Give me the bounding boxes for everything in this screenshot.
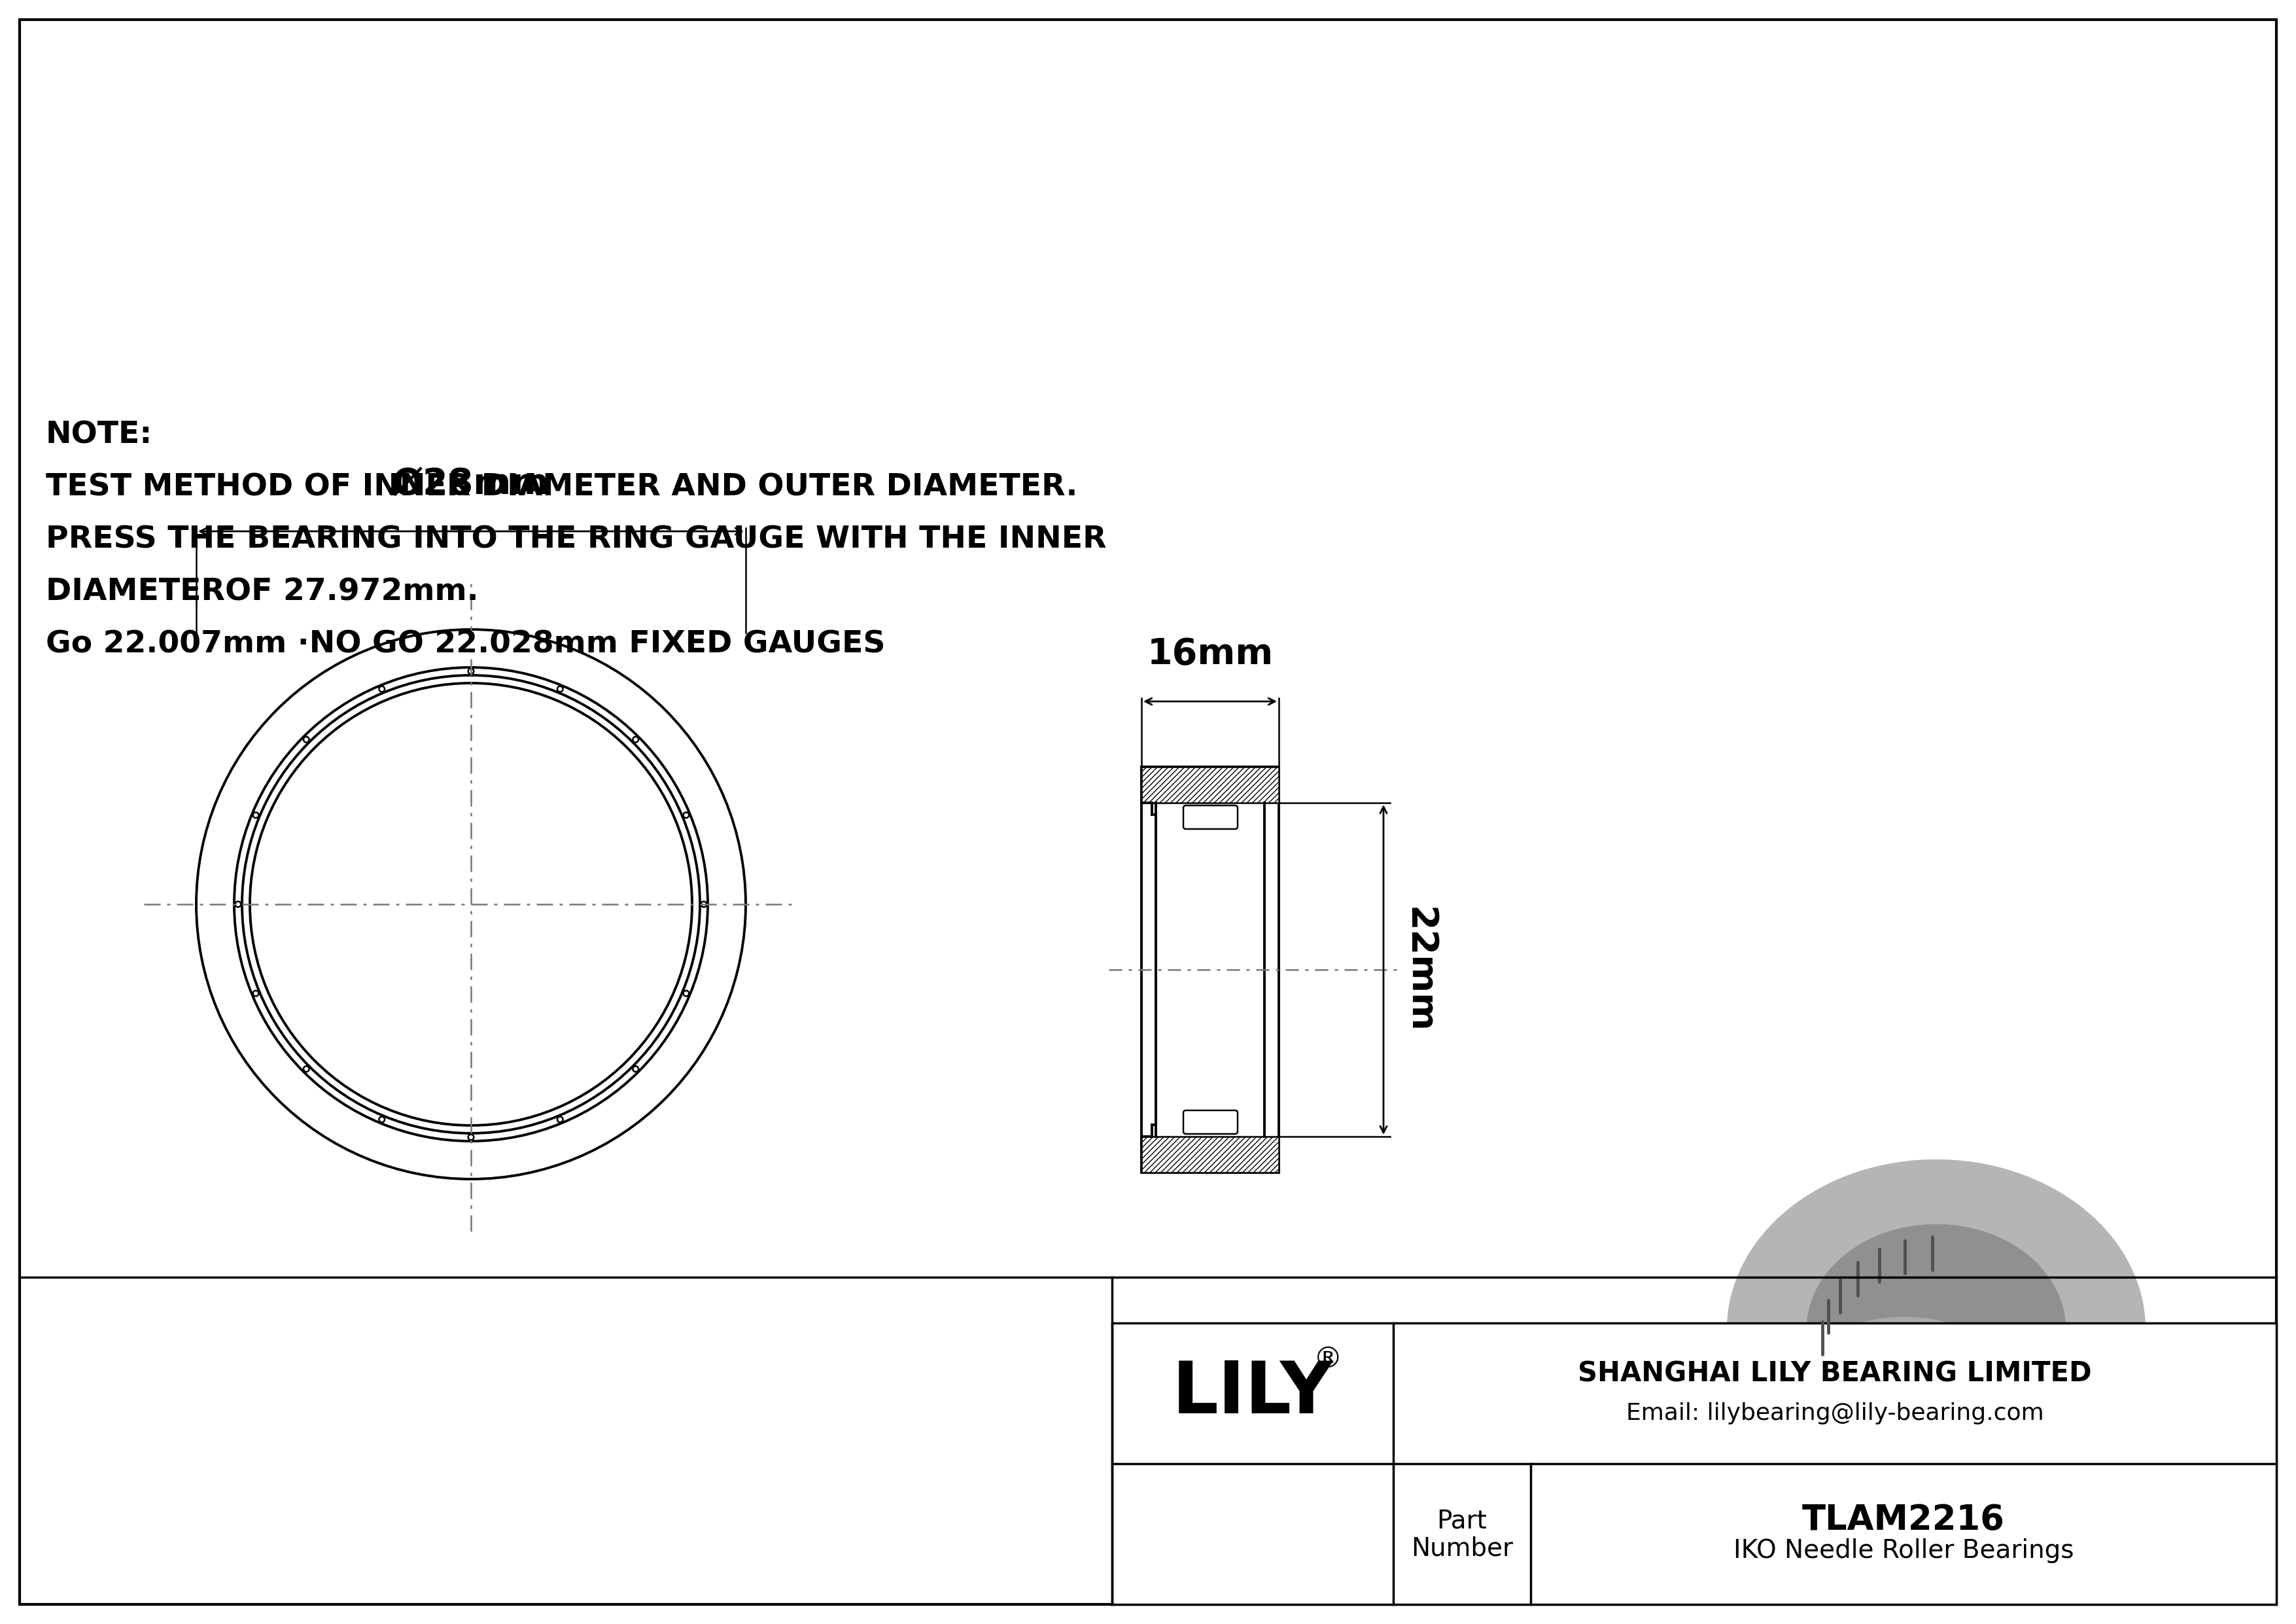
Text: Ø28mm: Ø28mm	[393, 466, 549, 502]
Text: PRESS THE BEARING INTO THE RING GAUGE WITH THE INNER: PRESS THE BEARING INTO THE RING GAUGE WI…	[46, 525, 1107, 554]
Ellipse shape	[1727, 1324, 2144, 1442]
Ellipse shape	[1727, 1335, 2144, 1453]
Ellipse shape	[1727, 1294, 2144, 1413]
Ellipse shape	[1727, 1317, 2144, 1437]
Ellipse shape	[1727, 1309, 2144, 1427]
Ellipse shape	[1727, 1328, 2144, 1449]
Ellipse shape	[1727, 1160, 2144, 1499]
FancyBboxPatch shape	[1182, 1111, 1238, 1134]
Polygon shape	[1807, 1330, 2066, 1371]
Bar	[1141, 767, 1279, 1173]
Ellipse shape	[1727, 1291, 2144, 1411]
Text: Email: lilybearing@lily-bearing.com: Email: lilybearing@lily-bearing.com	[1626, 1402, 2043, 1424]
Bar	[1111, 1324, 2275, 1605]
Bar	[1141, 1137, 1279, 1173]
Ellipse shape	[1727, 1301, 2144, 1419]
Ellipse shape	[1807, 1224, 2066, 1436]
Text: Go 22.007mm ·NO GO 22.028mm FIXED GAUGES: Go 22.007mm ·NO GO 22.028mm FIXED GAUGES	[46, 630, 886, 659]
Ellipse shape	[1807, 1286, 2066, 1455]
Ellipse shape	[1832, 1317, 1979, 1377]
Ellipse shape	[1727, 1306, 2144, 1426]
Text: IKO Needle Roller Bearings: IKO Needle Roller Bearings	[1733, 1538, 2073, 1564]
Ellipse shape	[1727, 1327, 2144, 1445]
Ellipse shape	[1727, 1160, 2144, 1499]
Ellipse shape	[1727, 1332, 2144, 1450]
Ellipse shape	[1727, 1272, 2144, 1390]
Ellipse shape	[1727, 1280, 2144, 1400]
Text: 16mm: 16mm	[1148, 637, 1274, 672]
Text: TLAM2216: TLAM2216	[1802, 1502, 2004, 1536]
Ellipse shape	[1727, 1320, 2144, 1439]
Text: 22mm: 22mm	[1403, 906, 1437, 1033]
Text: SHANGHAI LILY BEARING LIMITED: SHANGHAI LILY BEARING LIMITED	[1577, 1361, 2092, 1389]
Ellipse shape	[1727, 1335, 2144, 1453]
Text: NOTE:: NOTE:	[46, 421, 152, 450]
Ellipse shape	[1727, 1286, 2144, 1405]
Ellipse shape	[1727, 1276, 2144, 1397]
Ellipse shape	[1727, 1302, 2144, 1423]
Text: LILY: LILY	[1173, 1359, 1334, 1429]
Text: DIAMETEROF 27.972mm.: DIAMETEROF 27.972mm.	[46, 577, 478, 606]
Ellipse shape	[1727, 1275, 2144, 1393]
Text: TEST METHOD OF INNER DIAMETER AND OUTER DIAMETER.: TEST METHOD OF INNER DIAMETER AND OUTER …	[46, 473, 1077, 502]
Ellipse shape	[1727, 1298, 2144, 1416]
Bar	[1141, 767, 1279, 802]
Ellipse shape	[1727, 1312, 2144, 1431]
Polygon shape	[1727, 1330, 2144, 1395]
FancyBboxPatch shape	[1182, 806, 1238, 828]
Text: Part: Part	[1437, 1509, 1488, 1533]
Ellipse shape	[1727, 1283, 2144, 1402]
Ellipse shape	[1727, 1289, 2144, 1408]
Text: ®: ®	[1313, 1346, 1343, 1374]
Ellipse shape	[1807, 1224, 2066, 1436]
Text: Number: Number	[1412, 1536, 1513, 1561]
Ellipse shape	[1727, 1315, 2144, 1434]
